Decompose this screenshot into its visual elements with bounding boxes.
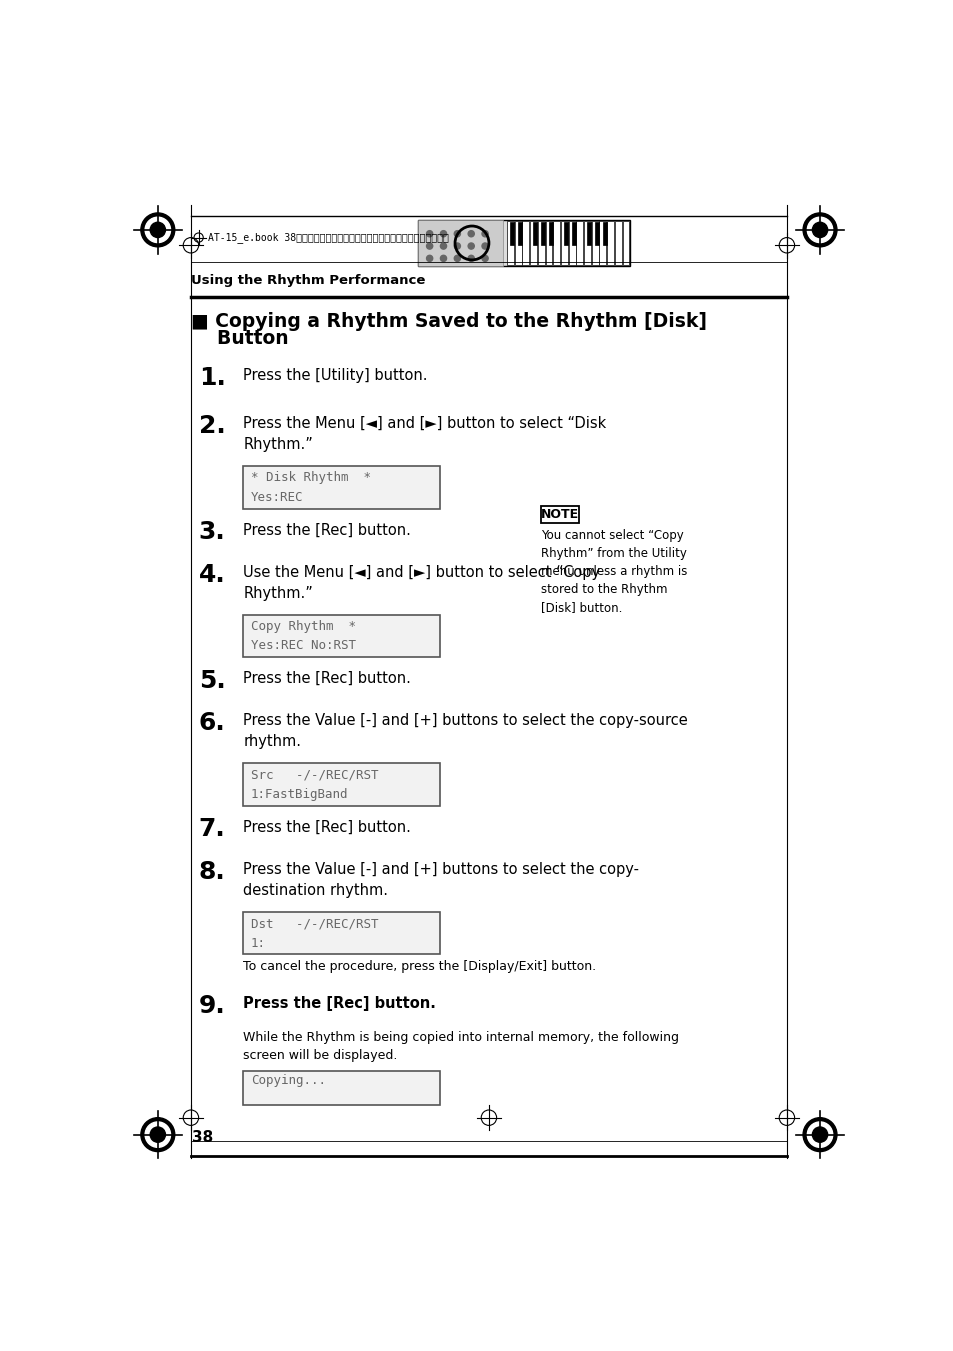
Circle shape: [426, 231, 433, 236]
Text: To cancel the procedure, press the [Display/Exit] button.: To cancel the procedure, press the [Disp…: [243, 959, 596, 973]
FancyBboxPatch shape: [533, 222, 537, 246]
Text: 9.: 9.: [198, 994, 225, 1017]
Text: * Disk Rhythm  *: * Disk Rhythm *: [251, 471, 371, 484]
FancyBboxPatch shape: [537, 222, 544, 265]
Text: Copy Rhythm  *: Copy Rhythm *: [251, 620, 355, 632]
Circle shape: [150, 1127, 165, 1142]
FancyBboxPatch shape: [530, 222, 537, 265]
Text: Press the Value [-] and [+] buttons to select the copy-
destination rhythm.: Press the Value [-] and [+] buttons to s…: [243, 862, 639, 898]
Text: 2.: 2.: [198, 413, 225, 438]
Circle shape: [468, 231, 474, 236]
Circle shape: [812, 1127, 827, 1142]
Text: 7.: 7.: [198, 817, 225, 842]
Text: 38: 38: [193, 1131, 213, 1146]
Text: Press the [Rec] button.: Press the [Rec] button.: [243, 820, 411, 835]
FancyBboxPatch shape: [622, 222, 629, 265]
FancyBboxPatch shape: [545, 222, 552, 265]
Circle shape: [426, 255, 433, 262]
FancyBboxPatch shape: [522, 222, 529, 265]
Text: AT-15_e.book 38ページ・２００５年１月２１日・金曜日・午後８時１４分: AT-15_e.book 38ページ・２００５年１月２１日・金曜日・午後８時１４…: [208, 232, 448, 243]
Text: You cannot select “Copy
Rhythm” from the Utility
menu unless a rhythm is
stored : You cannot select “Copy Rhythm” from the…: [540, 528, 687, 613]
Text: Yes:REC No:RST: Yes:REC No:RST: [251, 639, 355, 653]
Circle shape: [468, 255, 474, 262]
Text: Dst   -/-/REC/RST: Dst -/-/REC/RST: [251, 917, 378, 929]
FancyBboxPatch shape: [606, 222, 614, 265]
Text: Press the [Rec] button.: Press the [Rec] button.: [243, 671, 411, 686]
FancyBboxPatch shape: [243, 466, 439, 508]
Circle shape: [454, 231, 460, 236]
Circle shape: [145, 1121, 171, 1147]
Circle shape: [812, 223, 827, 238]
Text: Button: Button: [191, 330, 288, 349]
Text: Use the Menu [◄] and [►] button to select “Copy
Rhythm.”: Use the Menu [◄] and [►] button to selec…: [243, 565, 599, 601]
Text: 1:: 1:: [251, 936, 266, 950]
FancyBboxPatch shape: [602, 222, 606, 246]
Text: ■ Copying a Rhythm Saved to the Rhythm [Disk]: ■ Copying a Rhythm Saved to the Rhythm […: [191, 312, 706, 331]
FancyBboxPatch shape: [517, 222, 521, 246]
Circle shape: [454, 243, 460, 249]
Text: Using the Rhythm Performance: Using the Rhythm Performance: [191, 274, 425, 286]
Circle shape: [426, 243, 433, 249]
FancyBboxPatch shape: [243, 615, 439, 657]
Text: Copying...: Copying...: [251, 1074, 326, 1086]
Text: Press the Menu [◄] and [►] button to select “Disk
Rhythm.”: Press the Menu [◄] and [►] button to sel…: [243, 416, 606, 453]
Circle shape: [468, 243, 474, 249]
FancyBboxPatch shape: [510, 222, 514, 246]
Text: 8.: 8.: [198, 859, 225, 884]
Circle shape: [454, 255, 460, 262]
FancyBboxPatch shape: [417, 220, 502, 266]
FancyBboxPatch shape: [540, 222, 544, 246]
Text: Press the [Utility] button.: Press the [Utility] button.: [243, 369, 427, 384]
FancyBboxPatch shape: [614, 222, 621, 265]
FancyBboxPatch shape: [243, 1071, 439, 1105]
Circle shape: [802, 1117, 836, 1151]
FancyBboxPatch shape: [568, 222, 575, 265]
Circle shape: [440, 255, 446, 262]
Text: 1:FastBigBand: 1:FastBigBand: [251, 788, 348, 801]
Text: Press the [Rec] button.: Press the [Rec] button.: [243, 996, 436, 1011]
FancyBboxPatch shape: [540, 507, 578, 523]
Text: Yes:REC: Yes:REC: [251, 490, 303, 504]
FancyBboxPatch shape: [571, 222, 576, 246]
Circle shape: [481, 255, 488, 262]
FancyBboxPatch shape: [243, 763, 439, 805]
FancyBboxPatch shape: [506, 222, 514, 265]
Text: 3.: 3.: [198, 520, 225, 544]
Circle shape: [145, 218, 171, 243]
Text: Src   -/-/REC/RST: Src -/-/REC/RST: [251, 769, 378, 781]
Circle shape: [806, 218, 832, 243]
Text: 6.: 6.: [198, 711, 225, 735]
FancyBboxPatch shape: [591, 222, 598, 265]
Circle shape: [481, 231, 488, 236]
Circle shape: [481, 243, 488, 249]
Text: Press the Value [-] and [+] buttons to select the copy-source
rhythm.: Press the Value [-] and [+] buttons to s…: [243, 713, 687, 750]
Circle shape: [802, 213, 836, 247]
Circle shape: [150, 223, 165, 238]
FancyBboxPatch shape: [553, 222, 559, 265]
FancyBboxPatch shape: [598, 222, 606, 265]
Text: NOTE: NOTE: [540, 508, 578, 521]
Text: 4.: 4.: [198, 562, 225, 586]
Circle shape: [141, 1117, 174, 1151]
FancyBboxPatch shape: [563, 222, 568, 246]
FancyBboxPatch shape: [548, 222, 552, 246]
Text: 1.: 1.: [198, 366, 225, 390]
FancyBboxPatch shape: [515, 222, 521, 265]
Text: Press the [Rec] button.: Press the [Rec] button.: [243, 523, 411, 538]
FancyBboxPatch shape: [576, 222, 582, 265]
FancyBboxPatch shape: [417, 220, 629, 266]
FancyBboxPatch shape: [586, 222, 591, 246]
FancyBboxPatch shape: [243, 912, 439, 954]
FancyBboxPatch shape: [583, 222, 590, 265]
Text: 5.: 5.: [198, 669, 225, 693]
FancyBboxPatch shape: [594, 222, 598, 246]
FancyBboxPatch shape: [560, 222, 567, 265]
Circle shape: [806, 1121, 832, 1147]
Circle shape: [440, 231, 446, 236]
Circle shape: [440, 243, 446, 249]
Text: While the Rhythm is being copied into internal memory, the following
screen will: While the Rhythm is being copied into in…: [243, 1031, 679, 1062]
Circle shape: [141, 213, 174, 247]
